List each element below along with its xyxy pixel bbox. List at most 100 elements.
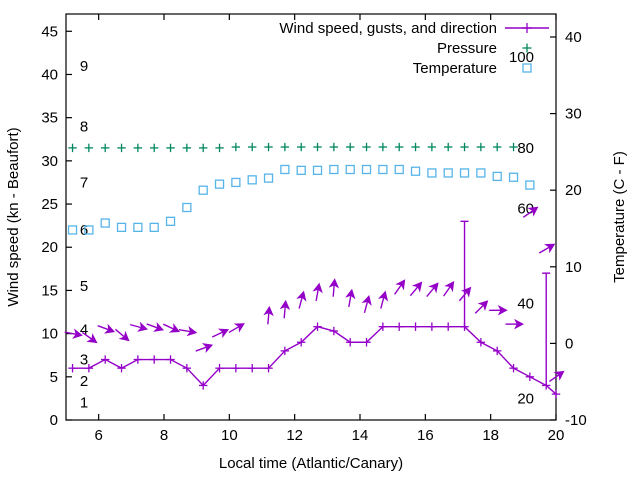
x-tick-label: 14: [352, 427, 369, 444]
x-tick-label: 18: [482, 427, 499, 444]
x-axis-title: Local time (Atlantic/Canary): [219, 455, 403, 472]
wind-direction-arrow: [522, 206, 539, 218]
wind-direction-arrow: [296, 290, 307, 309]
plot-border: [65, 13, 557, 421]
beaufort-label: 6: [80, 222, 88, 239]
y2-tick-label: 10: [565, 259, 582, 276]
fahrenheit-label: 20: [517, 390, 534, 407]
y2-tick-label: -10: [565, 412, 587, 429]
y-axis-title: Wind speed (kn - Beaufort): [5, 127, 22, 306]
wind-direction-arrow: [279, 299, 291, 319]
wind-direction-arrow: [228, 323, 245, 334]
beaufort-label: 5: [80, 278, 88, 295]
square-marker: [84, 225, 94, 235]
square-marker: [361, 164, 372, 175]
y-tick-label: 25: [41, 196, 58, 213]
wind-direction-arrow: [443, 280, 455, 297]
beaufort-label: 9: [80, 58, 88, 75]
square-marker: [67, 225, 78, 235]
wind-direction-arrow: [195, 343, 214, 354]
y2-tick-label: 0: [565, 335, 573, 352]
square-marker: [263, 173, 274, 183]
square-marker: [149, 222, 159, 233]
beaufort-label: 3: [80, 352, 88, 369]
x-tick-label: 6: [94, 427, 102, 444]
y-tick-label: 40: [41, 66, 58, 83]
wind-direction-arrow: [409, 281, 423, 297]
square-marker: [508, 172, 519, 182]
wind-direction-arrow: [489, 305, 508, 316]
square-marker: [443, 168, 453, 178]
beaufort-label: 7: [80, 174, 88, 191]
wind-direction-arrow: [97, 323, 116, 334]
beaufort-label: 2: [80, 373, 88, 390]
wind-direction-arrow: [178, 325, 198, 337]
square-marker: [312, 165, 323, 176]
y2-tick-label: 30: [565, 106, 582, 123]
square-marker: [165, 216, 176, 226]
square-marker: [410, 166, 421, 176]
y-tick-label: 30: [41, 153, 58, 170]
legend-label-1: Pressure: [437, 40, 497, 57]
fahrenheit-label: 100: [509, 49, 534, 66]
y2-axis-title: Temperature (C - F): [611, 151, 628, 283]
square-marker: [522, 63, 532, 73]
y2-tick-label: 40: [565, 29, 582, 46]
square-marker: [476, 168, 486, 178]
wind-direction-arrow: [426, 282, 439, 298]
square-marker: [133, 222, 143, 233]
beaufort-label: 8: [80, 118, 88, 135]
y-tick-label: 45: [41, 23, 58, 40]
x-tick-label: 12: [286, 427, 303, 444]
wind-direction-arrow: [505, 318, 525, 330]
square-marker: [182, 202, 192, 213]
y-tick-label: 20: [41, 239, 58, 256]
square-marker: [214, 179, 225, 189]
wind-direction-arrow: [114, 328, 130, 342]
square-marker: [100, 218, 110, 228]
square-marker: [116, 222, 127, 233]
wind-speed-line: [72, 325, 557, 395]
wind-direction-arrow: [345, 288, 356, 308]
beaufort-label: 1: [80, 395, 88, 412]
legend-label-2: Temperature: [413, 60, 497, 77]
legend-label-0: Wind speed, gusts, and direction: [279, 20, 497, 37]
square-marker: [296, 165, 306, 176]
square-marker: [231, 177, 241, 188]
y-tick-label: 10: [41, 326, 58, 343]
y-tick-label: 0: [50, 412, 58, 429]
wind-direction-arrow: [474, 300, 489, 314]
square-marker: [280, 164, 290, 175]
y-tick-label: 35: [41, 110, 58, 127]
square-marker: [394, 164, 404, 175]
wind-direction-arrow: [328, 278, 340, 297]
square-marker: [427, 168, 437, 178]
square-marker: [492, 171, 502, 182]
square-marker: [198, 185, 208, 195]
square-marker: [525, 180, 535, 190]
wind-direction-arrow: [361, 294, 372, 314]
wind-direction-arrow: [211, 328, 230, 339]
fahrenheit-label: 40: [517, 295, 534, 312]
beaufort-label: 4: [80, 321, 88, 338]
y2-tick-label: 20: [565, 182, 582, 199]
wind-direction-arrow: [549, 370, 565, 382]
wind-direction-arrow: [263, 305, 274, 325]
square-marker: [459, 168, 470, 178]
square-marker: [247, 175, 257, 185]
square-marker: [329, 164, 339, 175]
square-marker: [345, 164, 355, 175]
wind-direction-arrow: [81, 331, 98, 344]
wind-direction-arrow: [64, 328, 83, 339]
wind-direction-arrow: [312, 282, 323, 302]
y-tick-label: 5: [50, 369, 58, 386]
wind-direction-arrow: [458, 286, 472, 302]
wind-direction-arrow: [538, 243, 556, 254]
x-tick-label: 10: [221, 427, 238, 444]
y-tick-label: 15: [41, 282, 58, 299]
wind-direction-arrow: [377, 290, 389, 309]
x-tick-label: 16: [417, 427, 434, 444]
wind-direction-arrow: [162, 323, 181, 333]
